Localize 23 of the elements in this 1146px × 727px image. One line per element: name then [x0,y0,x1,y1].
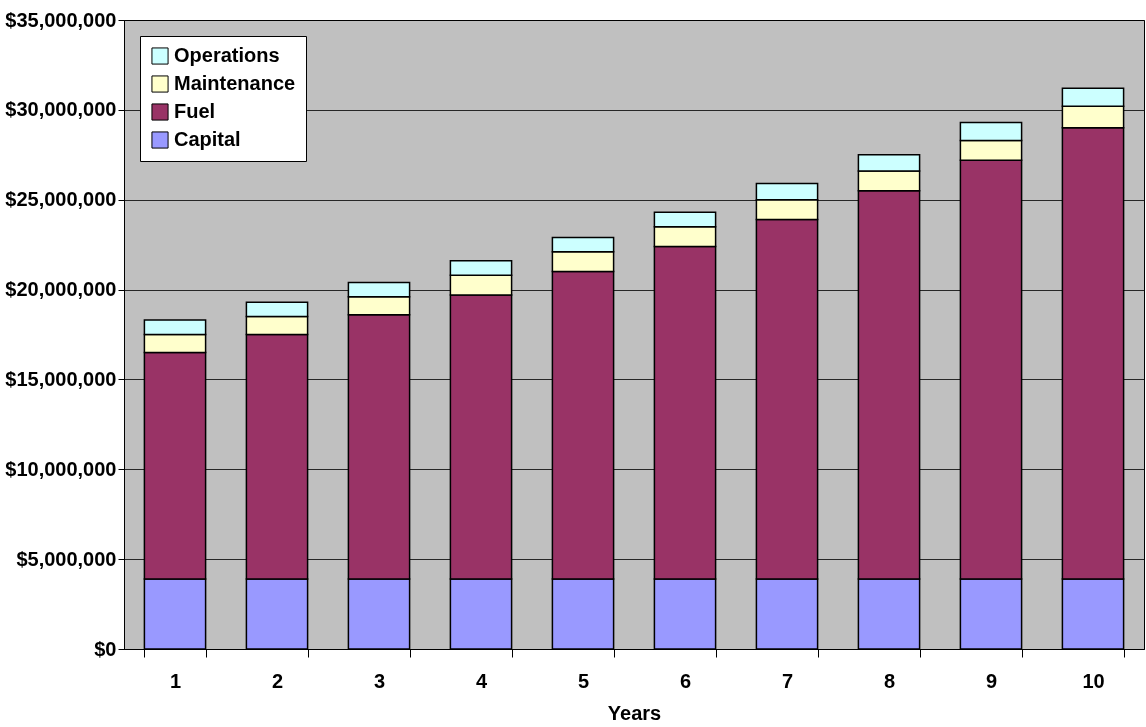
x-tick-label: 10 [1082,669,1105,692]
y-tick-label: $15,000,000 [5,367,117,390]
x-tick-label: 7 [781,669,794,692]
x-tick-label: 9 [985,669,998,692]
legend-label: Fuel [174,100,216,122]
y-tick-label: $20,000,000 [5,278,117,301]
x-tick-label: 8 [883,669,896,692]
legend-label: Capital [174,128,241,150]
y-tick-label: $25,000,000 [5,188,117,211]
y-tick-label: $35,000,000 [5,8,117,31]
x-tick-label: 1 [169,669,182,692]
legend-label: Operations [174,44,280,66]
y-tick-label: $10,000,000 [5,457,117,480]
y-tick-label: $0 [94,637,117,660]
y-tick-label: $30,000,000 [5,98,117,121]
x-tick-label: 5 [577,669,590,692]
legend-label: Maintenance [174,72,296,94]
x-tick-label: 3 [373,669,386,692]
y-tick-label: $5,000,000 [16,547,117,570]
x-tick-label: 2 [271,669,284,692]
x-tick-label: 4 [475,669,488,692]
x-tick-label: 6 [679,669,692,692]
x-axis-title: Years [607,701,662,724]
